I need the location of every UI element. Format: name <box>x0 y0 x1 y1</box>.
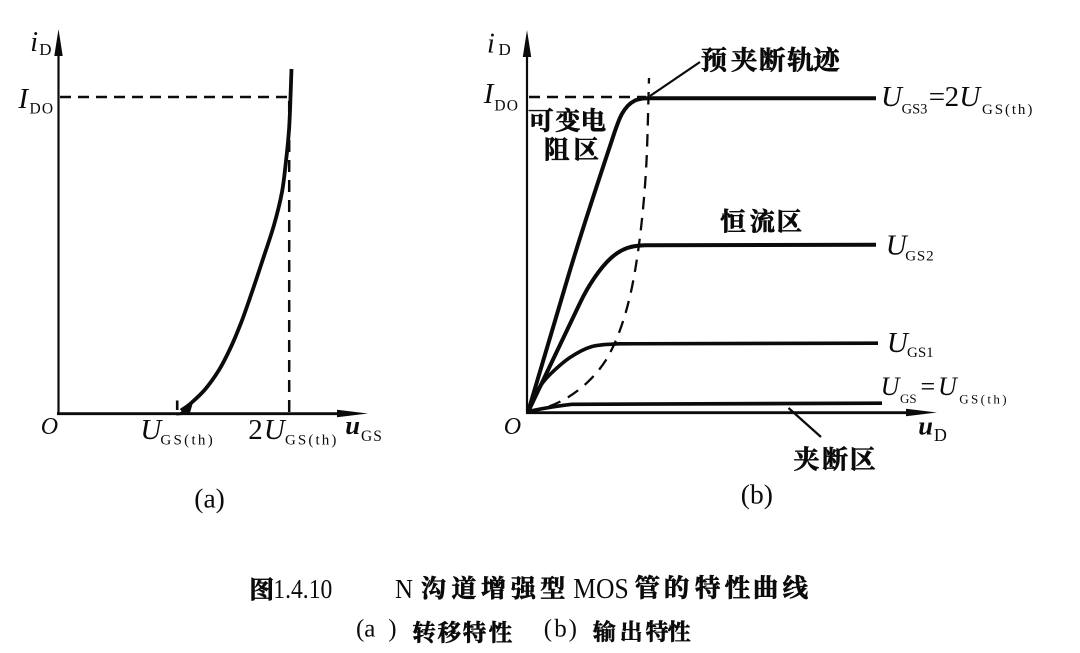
svg-text:U: U <box>264 414 287 446</box>
svg-text:GS(th): GS(th) <box>959 392 1009 407</box>
svg-text:MOS: MOS <box>573 574 629 605</box>
svg-text:u: u <box>345 410 360 440</box>
svg-text:): ) <box>569 616 577 643</box>
svg-text:D: D <box>499 40 511 59</box>
svg-text:GS(th): GS(th) <box>982 102 1034 118</box>
svg-text:(: ( <box>356 616 364 643</box>
svg-text:GS3: GS3 <box>902 102 928 118</box>
svg-text:U: U <box>959 81 982 113</box>
svg-text:U: U <box>887 327 910 359</box>
svg-text:U: U <box>881 372 902 401</box>
svg-text:1.4.10: 1.4.10 <box>273 574 332 604</box>
svg-text:i: i <box>30 27 38 58</box>
svg-text:b: b <box>554 616 567 643</box>
svg-text:O: O <box>504 414 521 440</box>
svg-text:U: U <box>938 372 959 401</box>
svg-text:=: = <box>921 372 936 401</box>
svg-text:U: U <box>886 230 909 262</box>
svg-text:D: D <box>934 425 947 445</box>
svg-text:(a): (a) <box>194 483 225 514</box>
svg-text:u: u <box>918 411 933 441</box>
svg-text:GS: GS <box>900 391 917 406</box>
svg-text:I: I <box>483 78 495 110</box>
svg-text:I: I <box>17 83 29 115</box>
svg-text:): ) <box>388 616 396 643</box>
svg-text:2: 2 <box>248 414 262 446</box>
svg-text:i: i <box>487 29 495 60</box>
svg-text:N: N <box>395 574 413 604</box>
svg-text:(b): (b) <box>741 479 773 510</box>
svg-text:GS(th): GS(th) <box>160 433 215 449</box>
svg-text:GS1: GS1 <box>907 345 934 361</box>
svg-text:GS2: GS2 <box>905 248 934 264</box>
svg-text:a: a <box>364 616 375 643</box>
svg-text:2: 2 <box>945 81 960 113</box>
svg-text:GS(th): GS(th) <box>285 432 338 448</box>
svg-text:U: U <box>140 414 163 446</box>
svg-text:U: U <box>881 81 904 113</box>
svg-text:O: O <box>41 414 58 440</box>
svg-text:(: ( <box>544 616 552 643</box>
svg-text:DO: DO <box>494 98 519 115</box>
svg-text:DO: DO <box>30 101 55 118</box>
svg-text:GS: GS <box>361 428 383 445</box>
svg-text:=: = <box>929 81 945 113</box>
svg-text:D: D <box>39 40 51 59</box>
